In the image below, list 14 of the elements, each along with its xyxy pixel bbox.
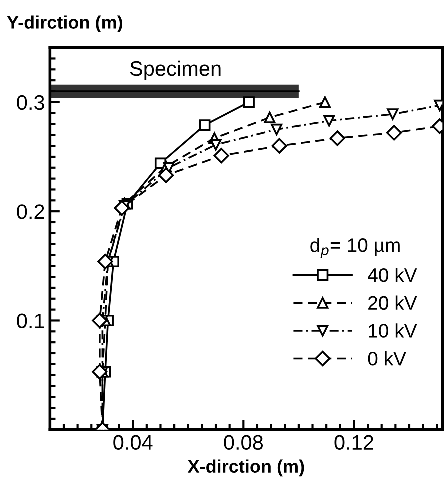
legend-label: 0 kV (368, 351, 406, 366)
legend-label: 40 kV (368, 268, 418, 282)
x-tick-label: 0.08 (224, 435, 264, 450)
legend-label: 10 kV (369, 324, 418, 338)
y-tick-label: 0.3 (17, 95, 44, 110)
annotation: Specimen (130, 60, 221, 80)
y-tick-label: 0.1 (17, 314, 44, 328)
x-tick-label: 0.12 (334, 435, 374, 450)
x-axis-title: X-dirction (m) (188, 460, 304, 477)
x-tick-label: 0.04 (114, 435, 153, 450)
y-tick-label: 0.2 (17, 204, 44, 220)
y-axis-title: Y-dirction (m) (7, 16, 122, 33)
legend-label: 20 kV (368, 296, 418, 310)
legend-title: d$_{p}$= 10 µm (310, 238, 400, 258)
